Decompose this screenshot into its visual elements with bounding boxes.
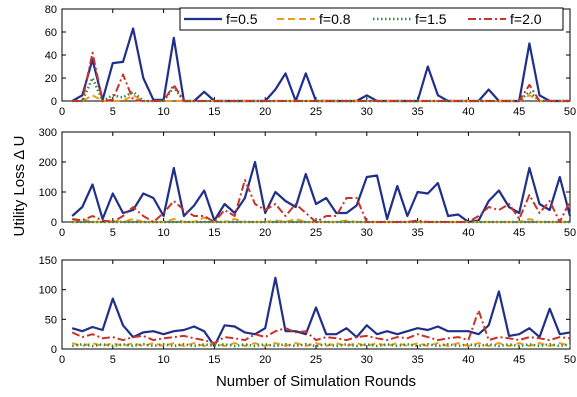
- legend-label: f=0.8: [319, 11, 351, 27]
- legend-label: f=0.5: [226, 11, 258, 27]
- y-tick-label: 150: [39, 255, 57, 267]
- x-tick-label: 5: [110, 354, 116, 366]
- x-tick-label: 15: [208, 227, 220, 239]
- x-tick-label: 40: [462, 106, 474, 118]
- y-tick-label: 80: [45, 4, 57, 16]
- panel-2: 0 5 10 15 20 25 30 35 40 45 50 0 100 200 300: [39, 127, 576, 239]
- y-tick-label: 40: [45, 50, 57, 62]
- series-line-f-1-5: [71, 342, 571, 348]
- y-tick-label: 0: [51, 344, 57, 356]
- series-line-f-0-5: [71, 276, 571, 348]
- x-tick-label: 25: [310, 354, 322, 366]
- legend-box: [179, 7, 564, 31]
- plot-frame: [61, 259, 571, 350]
- x-tick-label: 40: [462, 227, 474, 239]
- x-tick-label: 0: [59, 227, 65, 239]
- x-axis-label: Number of Simulation Rounds: [216, 373, 416, 390]
- x-tick-label: 15: [208, 106, 220, 118]
- x-tick-label: 45: [513, 227, 525, 239]
- x-tick-label: 50: [564, 354, 576, 366]
- y-tick-label: 0: [51, 96, 57, 108]
- y-tick-label: 300: [39, 127, 57, 139]
- series-line-f-2-0: [72, 179, 571, 223]
- y-tick-label: 50: [45, 314, 57, 326]
- x-tick-label: 25: [310, 227, 322, 239]
- y-tick-label: 100: [39, 187, 57, 199]
- series-line-f-2-0: [71, 309, 571, 345]
- x-tick-label: 40: [462, 354, 474, 366]
- x-tick-label: 20: [259, 106, 271, 118]
- x-tick-label: 0: [59, 106, 65, 118]
- plot-frame: [61, 131, 571, 223]
- legend-label: f=2.0: [510, 11, 542, 27]
- y-tick-label: 20: [45, 73, 57, 85]
- x-tick-label: 25: [310, 106, 322, 118]
- legend: f=0.5 f=0.8 f=1.5 f=2.0: [179, 7, 564, 31]
- x-tick-label: 45: [513, 354, 525, 366]
- y-tick-label: 60: [45, 27, 57, 39]
- panel-3: 0 5 10 15 20 25 30 35 40 45 50 0 50 100 150: [39, 255, 576, 366]
- y-tick-label: 200: [39, 157, 57, 169]
- legend-label: f=1.5: [415, 11, 447, 27]
- series-line-f-2-0: [72, 51, 570, 102]
- x-tick-label: 45: [513, 106, 525, 118]
- x-tick-label: 5: [110, 227, 116, 239]
- y-tick-label: 100: [39, 285, 57, 297]
- x-tick-label: 15: [208, 354, 220, 366]
- x-tick-label: 10: [157, 354, 169, 366]
- x-tick-label: 35: [411, 354, 423, 366]
- y-axis-label: Utility Loss Δ U: [11, 136, 28, 237]
- x-tick-label: 10: [157, 106, 169, 118]
- x-tick-label: 50: [564, 106, 576, 118]
- x-tick-label: 35: [411, 106, 423, 118]
- x-tick-label: 0: [59, 354, 65, 366]
- x-tick-label: 35: [411, 227, 423, 239]
- y-tick-label: 0: [51, 217, 57, 229]
- series-line-f-0-5: [71, 160, 572, 224]
- x-tick-label: 10: [157, 227, 169, 239]
- x-tick-label: 30: [361, 227, 373, 239]
- x-tick-label: 30: [361, 354, 373, 366]
- x-tick-label: 30: [361, 106, 373, 118]
- x-tick-label: 5: [110, 106, 116, 118]
- x-tick-label: 20: [259, 227, 271, 239]
- x-tick-label: 50: [564, 227, 576, 239]
- x-tick-label: 20: [259, 354, 271, 366]
